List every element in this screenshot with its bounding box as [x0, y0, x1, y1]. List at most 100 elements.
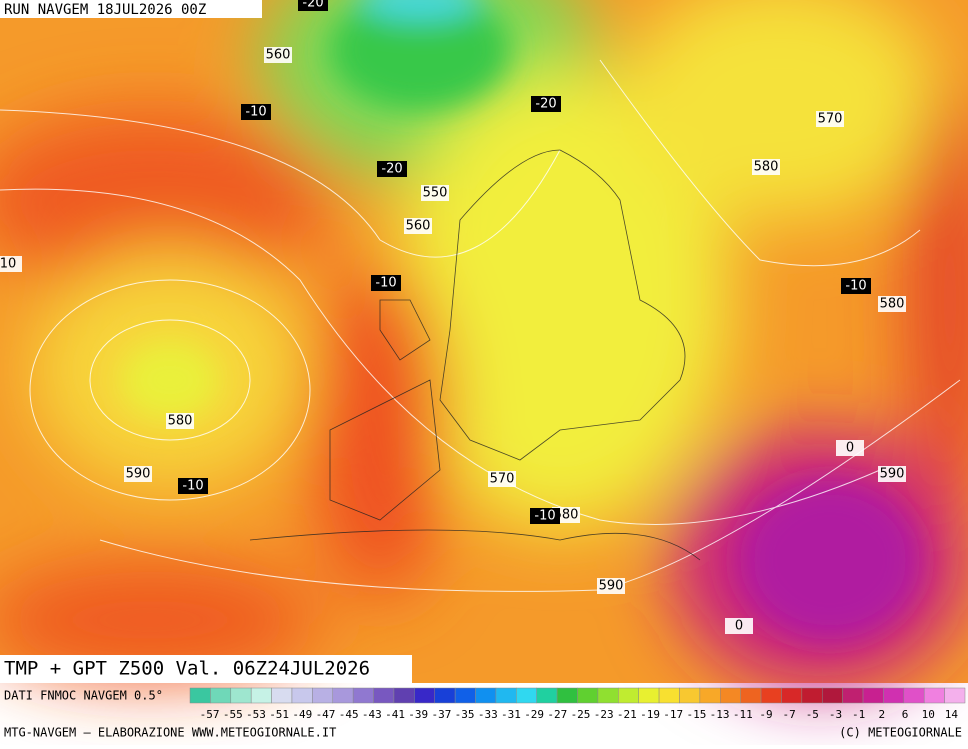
- contour-label-box: [264, 47, 292, 63]
- contour-label: 10: [0, 257, 16, 272]
- color-swatch: [944, 687, 966, 704]
- color-swatch: [210, 687, 232, 704]
- scale-label: -39: [408, 708, 428, 721]
- contour-label-box: [816, 111, 844, 127]
- scale-label: -41: [385, 708, 405, 721]
- scale-label: -15: [686, 708, 706, 721]
- color-swatch: [271, 687, 293, 704]
- scale-label: -19: [640, 708, 660, 721]
- color-swatch: [230, 687, 252, 704]
- color-swatch: [781, 687, 803, 704]
- temp-label: -10: [845, 279, 866, 294]
- temp-label-box: [241, 104, 271, 120]
- contour-label-box: [488, 471, 516, 487]
- color-swatch: [658, 687, 680, 704]
- header-box: [0, 0, 262, 18]
- scale-label: -37: [431, 708, 451, 721]
- scale-label: 6: [902, 708, 909, 721]
- scale-label: -27: [547, 708, 567, 721]
- scale-label: -45: [339, 708, 359, 721]
- temp-label-box: [530, 508, 560, 524]
- contour-label: 590: [599, 579, 624, 594]
- color-swatch: [862, 687, 884, 704]
- map-title: TMP + GPT Z500 Val. 06Z24JUL2026: [4, 658, 370, 680]
- contour-label-box: [421, 185, 449, 201]
- color-swatch: [454, 687, 476, 704]
- contour-label: 580: [880, 297, 905, 312]
- color-swatch: [842, 687, 864, 704]
- contour-label: 550: [423, 186, 448, 201]
- temp-label-box: [371, 275, 401, 291]
- scale-label: -25: [571, 708, 591, 721]
- contour-label: 0: [846, 441, 854, 456]
- scale-label: -57: [200, 708, 220, 721]
- temp-label: -10: [182, 479, 203, 494]
- color-swatch: [618, 687, 639, 704]
- contour-label-box: [836, 440, 864, 456]
- scale-label: -11: [733, 708, 753, 721]
- temp-label-box: [178, 478, 208, 494]
- scale-label: -53: [246, 708, 266, 721]
- scale-label: -33: [478, 708, 498, 721]
- contour-label: 560: [266, 48, 291, 63]
- contour-label: 580: [168, 414, 193, 429]
- credit: MTG-NAVGEM – ELABORAZIONE WWW.METEOGIORN…: [4, 726, 336, 740]
- scale-label: -35: [455, 708, 475, 721]
- scale-label: -17: [663, 708, 683, 721]
- contour-label-box: [725, 618, 753, 634]
- color-swatch: [495, 687, 517, 704]
- contour-label-box: [597, 578, 625, 594]
- temp-label: -10: [534, 509, 555, 524]
- color-swatch: [414, 687, 435, 704]
- contour-label-box: [124, 466, 152, 482]
- footer-box: [0, 655, 412, 683]
- temp-label: -10: [375, 276, 396, 291]
- color-swatch: [760, 687, 782, 704]
- color-swatch: [740, 687, 762, 704]
- color-swatch: [923, 687, 945, 704]
- contour-label-box: [404, 218, 432, 234]
- color-swatch: [556, 687, 578, 704]
- contour-label-box: [0, 256, 22, 272]
- color-swatch: [720, 687, 741, 704]
- scale-label: -49: [292, 708, 312, 721]
- source: DATI FNMOC NAVGEM 0.5°: [4, 689, 163, 703]
- color-swatch: [699, 687, 721, 704]
- color-swatch: [291, 687, 313, 704]
- contour-label-box: [752, 159, 780, 175]
- color-swatch: [903, 687, 925, 704]
- scale-label: -9: [759, 708, 772, 721]
- scale-label: -47: [316, 708, 336, 721]
- contour-label: 0: [735, 619, 743, 634]
- color-swatch: [434, 687, 456, 704]
- color-swatch: [577, 687, 599, 704]
- scale-label: 10: [922, 708, 935, 721]
- contour-label-box: [878, 296, 906, 312]
- contour-label: 580: [754, 160, 779, 175]
- contour-label: 590: [126, 467, 151, 482]
- color-swatch: [393, 687, 415, 704]
- color-swatch: [638, 687, 660, 704]
- temp-label-box: [298, 0, 328, 11]
- scale-label: -23: [594, 708, 614, 721]
- scale-label: -5: [806, 708, 819, 721]
- color-swatch: [883, 687, 905, 704]
- scale-label: -31: [501, 708, 521, 721]
- scale-label: -21: [617, 708, 637, 721]
- scale-label: -1: [852, 708, 865, 721]
- color-swatch: [332, 687, 354, 704]
- contour-label-box: [166, 413, 194, 429]
- color-swatch: [801, 687, 823, 704]
- scale-label: 14: [945, 708, 959, 721]
- color-swatch: [821, 687, 843, 704]
- run-title: RUN NAVGEM 18JUL2026 00Z: [4, 2, 206, 18]
- color-swatch: [250, 687, 272, 704]
- temp-label-box: [377, 161, 407, 177]
- contour-label: 560: [406, 219, 431, 234]
- scale-label: -29: [524, 708, 544, 721]
- contour-label: 570: [818, 112, 843, 127]
- color-swatch: [352, 687, 374, 704]
- temp-label: -20: [302, 0, 323, 11]
- scale-label: -13: [710, 708, 730, 721]
- color-swatch: [312, 687, 334, 704]
